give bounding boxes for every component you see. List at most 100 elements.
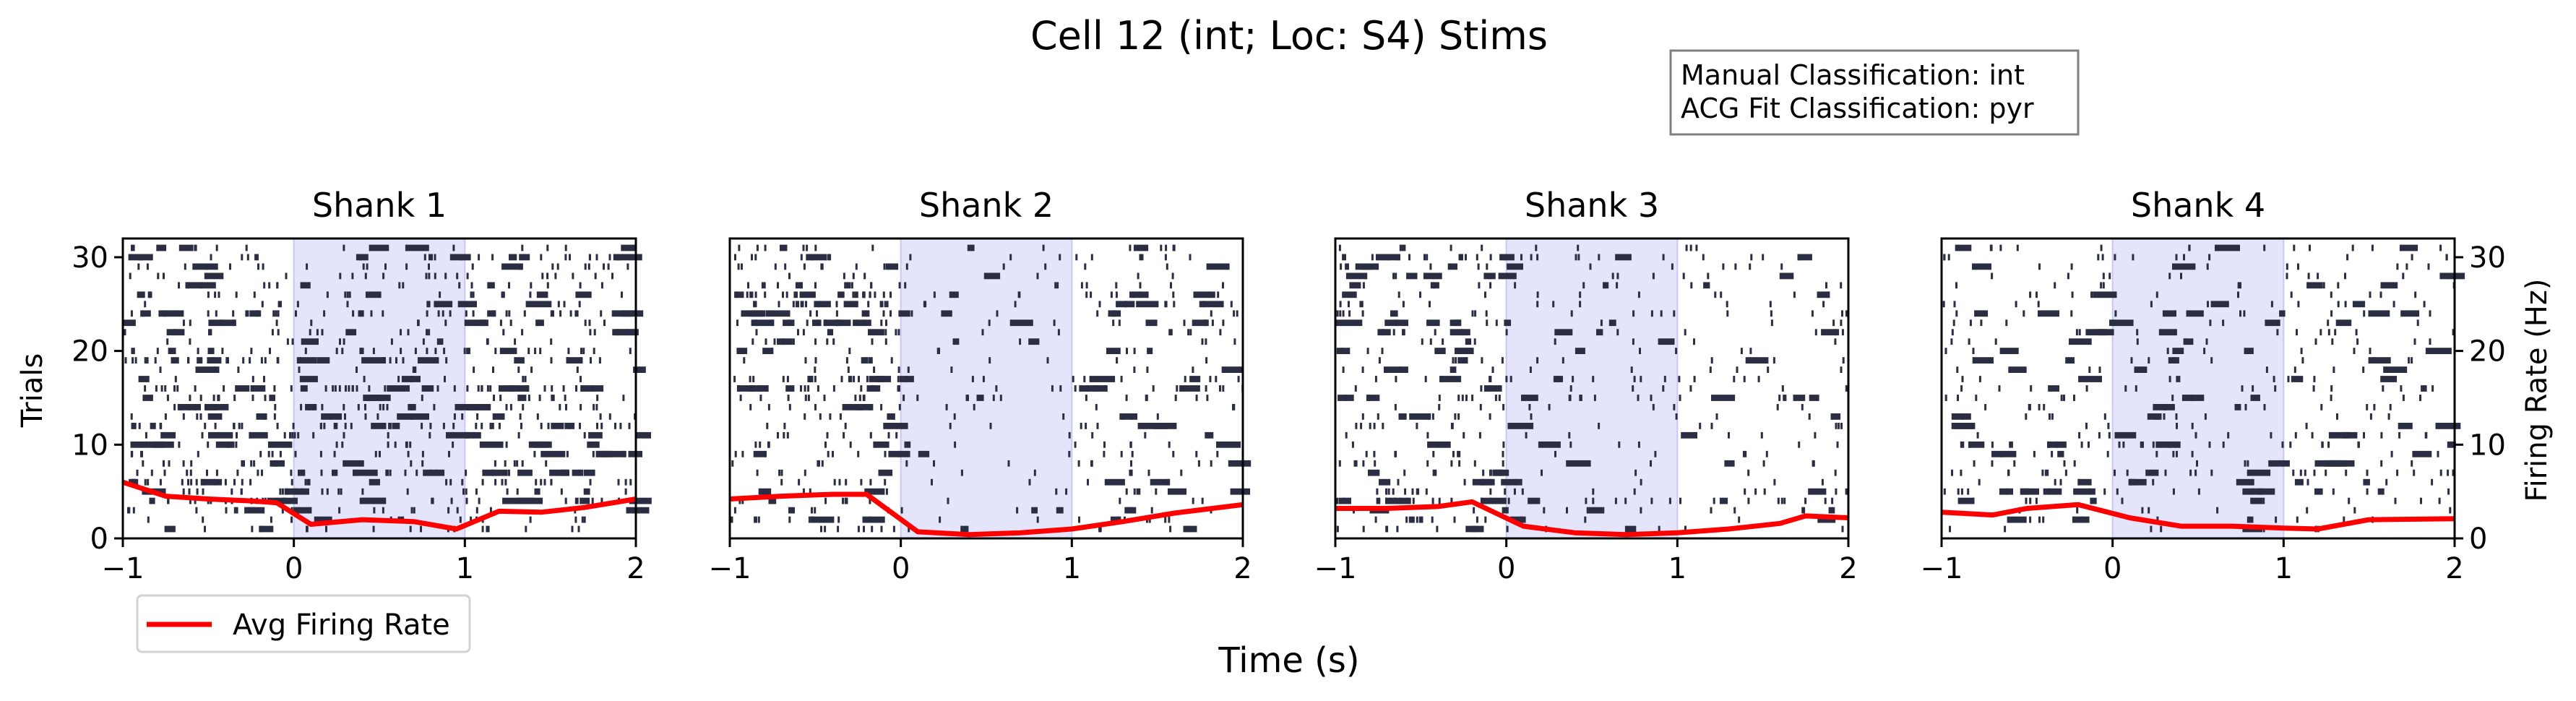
spike-mark bbox=[546, 244, 549, 251]
spike-mark bbox=[423, 469, 445, 476]
spike-mark bbox=[1100, 385, 1108, 392]
spike-mark bbox=[527, 497, 530, 504]
spike-mark bbox=[245, 244, 248, 251]
spike-mark bbox=[341, 441, 344, 448]
spike-mark bbox=[782, 376, 785, 382]
spike-mark bbox=[2286, 272, 2288, 280]
spike-mark bbox=[198, 357, 201, 364]
spike-mark bbox=[517, 431, 520, 439]
spike-mark bbox=[343, 404, 345, 410]
spike-mark bbox=[2351, 244, 2354, 251]
spike-mark bbox=[2085, 423, 2088, 429]
spike-mark bbox=[470, 291, 473, 298]
spike-mark bbox=[862, 319, 865, 327]
spike-mark bbox=[918, 450, 930, 457]
spike-mark bbox=[478, 319, 486, 327]
spike-mark bbox=[277, 310, 280, 317]
spike-mark bbox=[1120, 376, 1123, 382]
spike-mark bbox=[259, 525, 274, 533]
spike-mark bbox=[2294, 478, 2304, 486]
spike-mark bbox=[616, 254, 619, 261]
spike-mark bbox=[2423, 301, 2426, 308]
spike-mark bbox=[1740, 348, 1743, 354]
spike-mark bbox=[346, 291, 349, 298]
spike-mark bbox=[1009, 319, 1033, 327]
spike-mark bbox=[2181, 395, 2194, 401]
spike-mark bbox=[1809, 395, 1819, 401]
spike-mark bbox=[827, 254, 830, 261]
spike-mark bbox=[1781, 385, 1784, 392]
spike-mark bbox=[2325, 469, 2327, 476]
spike-mark bbox=[2028, 404, 2031, 410]
spike-mark bbox=[1449, 244, 1452, 251]
spike-mark bbox=[2099, 329, 2102, 336]
spike-mark bbox=[1118, 319, 1121, 327]
spike-mark bbox=[382, 497, 385, 504]
spike-mark bbox=[749, 376, 751, 382]
spike-mark bbox=[466, 348, 469, 354]
spike-mark bbox=[1521, 488, 1524, 495]
spike-mark bbox=[426, 310, 428, 317]
spike-mark bbox=[502, 497, 505, 504]
spike-mark bbox=[871, 244, 874, 251]
spike-mark bbox=[1426, 460, 1429, 467]
spike-mark bbox=[2383, 366, 2408, 373]
spike-mark bbox=[799, 291, 816, 298]
legend: Avg Firing Rate bbox=[136, 594, 471, 653]
spike-mark bbox=[2013, 460, 2016, 467]
spike-mark bbox=[478, 254, 481, 261]
spike-mark bbox=[142, 460, 145, 467]
spike-mark bbox=[2345, 431, 2356, 439]
spike-mark bbox=[2352, 301, 2366, 308]
spike-mark bbox=[1650, 310, 1653, 317]
spike-mark bbox=[2392, 301, 2395, 308]
spike-mark bbox=[481, 385, 483, 392]
legend-frame bbox=[136, 594, 471, 653]
spike-mark bbox=[187, 357, 189, 364]
spike-mark bbox=[832, 338, 835, 345]
spike-mark bbox=[1760, 431, 1763, 439]
spike-mark bbox=[149, 497, 155, 504]
right-y-tick-label: 30 bbox=[2469, 241, 2506, 275]
spike-mark bbox=[2327, 319, 2330, 327]
spike-mark bbox=[2010, 441, 2013, 448]
spike-mark bbox=[1841, 525, 1844, 533]
spike-mark bbox=[1471, 310, 1474, 317]
spike-mark bbox=[1957, 395, 1959, 401]
spike-mark bbox=[1476, 516, 1478, 523]
spike-mark bbox=[413, 507, 415, 514]
spike-mark bbox=[2152, 478, 2155, 486]
spike-mark bbox=[517, 469, 533, 476]
spike-mark bbox=[2270, 431, 2273, 439]
spike-mark bbox=[802, 329, 805, 336]
spike-mark bbox=[1675, 348, 1678, 354]
spike-mark bbox=[2155, 441, 2181, 448]
spike-mark bbox=[1345, 272, 1367, 280]
spike-mark bbox=[2382, 385, 2385, 392]
spike-mark bbox=[1369, 423, 1371, 429]
spike-mark bbox=[338, 385, 341, 392]
spike-mark bbox=[768, 497, 777, 504]
spike-mark bbox=[478, 497, 481, 504]
stim-window-shade bbox=[1505, 238, 1679, 539]
spike-mark bbox=[1637, 441, 1640, 448]
spike-mark bbox=[2411, 460, 2413, 467]
spike-mark bbox=[508, 469, 510, 476]
spike-mark bbox=[574, 497, 577, 504]
spike-mark bbox=[442, 423, 445, 429]
spike-mark bbox=[533, 450, 536, 457]
spike-mark bbox=[1085, 291, 1088, 298]
spike-mark bbox=[2043, 404, 2046, 410]
spike-mark bbox=[223, 385, 225, 392]
spike-mark bbox=[866, 376, 869, 382]
spike-mark bbox=[1471, 395, 1474, 401]
spike-mark bbox=[1378, 497, 1381, 504]
spike-mark bbox=[1156, 413, 1159, 420]
spike-mark bbox=[2023, 488, 2039, 495]
spike-mark bbox=[2059, 478, 2062, 486]
spike-mark bbox=[1382, 329, 1384, 336]
spike-mark bbox=[878, 469, 893, 476]
spike-mark bbox=[1341, 348, 1343, 354]
spike-mark bbox=[1529, 366, 1532, 373]
spike-mark bbox=[1821, 478, 1824, 486]
